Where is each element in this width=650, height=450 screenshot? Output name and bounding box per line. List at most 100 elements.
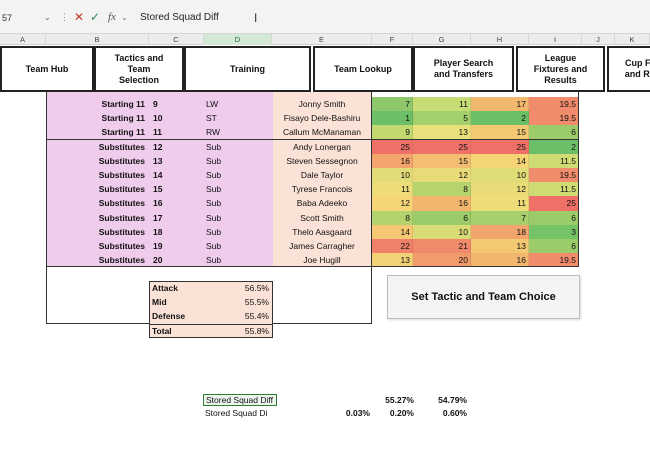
player-name-cell[interactable]: James Carragher bbox=[289, 241, 355, 251]
nav-team-lookup-button[interactable]: Team Lookup bbox=[313, 46, 413, 92]
column-header-g[interactable]: G bbox=[413, 34, 471, 45]
score-cell[interactable]: 16 bbox=[413, 196, 471, 211]
score-cell[interactable]: 25 bbox=[529, 196, 579, 211]
score-cell[interactable]: 9 bbox=[372, 125, 413, 140]
column-header-j[interactable]: J bbox=[582, 34, 615, 45]
enter-icon[interactable]: ✓ bbox=[90, 10, 101, 24]
player-name-cell[interactable]: Jonny Smith bbox=[298, 99, 346, 109]
score-cell[interactable]: 6 bbox=[529, 210, 579, 225]
player-name-cell[interactable]: Fisayo Dele-Bashiru bbox=[283, 113, 361, 124]
position-cell[interactable]: Sub bbox=[206, 198, 222, 209]
role-cell[interactable]: Substitutes bbox=[98, 184, 145, 195]
score-cell[interactable]: 1 bbox=[372, 111, 413, 126]
name-box-dropdown-icon[interactable]: ⌄ bbox=[44, 13, 51, 22]
score-cell[interactable]: 6 bbox=[529, 125, 579, 140]
column-header-a[interactable]: A bbox=[0, 34, 46, 45]
nav-league-fixtures-button[interactable]: League Fixtures and Results bbox=[516, 46, 605, 92]
player-name-cell[interactable]: Andy Lonergan bbox=[293, 141, 351, 152]
score-cell[interactable]: 8 bbox=[372, 210, 413, 225]
role-cell[interactable]: Substitutes bbox=[98, 155, 145, 166]
role-cell[interactable]: Starting 11 bbox=[101, 127, 145, 138]
score-cell[interactable]: 13 bbox=[413, 125, 471, 140]
score-cell[interactable]: 10 bbox=[413, 224, 471, 239]
score-cell[interactable]: 12 bbox=[471, 182, 529, 197]
shirt-number-cell[interactable]: 18 bbox=[153, 226, 163, 237]
score-cell[interactable]: 19.5 bbox=[529, 111, 579, 126]
column-header-k[interactable]: K bbox=[615, 34, 650, 45]
score-cell[interactable]: 12 bbox=[372, 196, 413, 211]
position-cell[interactable]: RW bbox=[206, 127, 221, 138]
player-name-cell[interactable]: Dale Taylor bbox=[300, 170, 344, 180]
set-tactic-button[interactable]: Set Tactic and Team Choice bbox=[387, 275, 580, 319]
column-header-d[interactable]: D bbox=[204, 34, 272, 45]
position-cell[interactable]: Sub bbox=[206, 170, 222, 180]
shirt-number-cell[interactable]: 19 bbox=[153, 241, 163, 251]
score-cell[interactable]: 20 bbox=[413, 253, 471, 268]
score-cell[interactable]: 22 bbox=[372, 239, 413, 254]
score-cell[interactable]: 25 bbox=[471, 139, 529, 154]
position-cell[interactable]: LW bbox=[206, 99, 219, 109]
column-header-e[interactable]: E bbox=[272, 34, 372, 45]
score-cell[interactable]: 13 bbox=[372, 253, 413, 268]
score-cell[interactable]: 3 bbox=[529, 224, 579, 239]
score-cell[interactable]: 11.5 bbox=[529, 153, 579, 168]
shirt-number-cell[interactable]: 20 bbox=[153, 255, 163, 266]
stored-di-e[interactable]: 0.03% bbox=[345, 408, 370, 418]
column-header-h[interactable]: H bbox=[471, 34, 529, 45]
shirt-number-cell[interactable]: 16 bbox=[153, 198, 163, 209]
score-cell[interactable]: 19.5 bbox=[529, 168, 579, 183]
score-cell[interactable]: 7 bbox=[471, 210, 529, 225]
score-cell[interactable]: 2 bbox=[529, 139, 579, 154]
score-cell[interactable]: 10 bbox=[471, 168, 529, 183]
score-cell[interactable]: 6 bbox=[413, 210, 471, 225]
role-cell[interactable]: Substitutes bbox=[98, 255, 145, 266]
score-cell[interactable]: 12 bbox=[413, 168, 471, 183]
stored-di-f[interactable]: 0.20% bbox=[389, 408, 414, 418]
column-header-i[interactable]: I bbox=[529, 34, 582, 45]
role-cell[interactable]: Substitutes bbox=[98, 141, 145, 152]
score-cell[interactable]: 14 bbox=[471, 153, 529, 168]
score-cell[interactable]: 13 bbox=[471, 239, 529, 254]
expand-formula-icon[interactable]: ⌄ bbox=[121, 13, 128, 22]
nav-training-button[interactable]: Training bbox=[184, 46, 311, 92]
shirt-number-cell[interactable]: 9 bbox=[153, 99, 158, 109]
score-cell[interactable]: 5 bbox=[413, 111, 471, 126]
player-name-cell[interactable]: Steven Sessegnon bbox=[286, 155, 358, 166]
score-cell[interactable]: 16 bbox=[471, 253, 529, 268]
score-cell[interactable]: 15 bbox=[413, 153, 471, 168]
name-box[interactable]: 57 bbox=[2, 13, 13, 23]
player-name-cell[interactable]: Thelo Aasgaard bbox=[292, 226, 352, 237]
role-cell[interactable]: Substitutes bbox=[98, 226, 145, 237]
role-cell[interactable]: Substitutes bbox=[98, 170, 145, 180]
role-cell[interactable]: Starting 11 bbox=[101, 99, 145, 109]
shirt-number-cell[interactable]: 12 bbox=[153, 141, 163, 152]
player-name-cell[interactable]: Joe Hugill bbox=[303, 255, 341, 266]
player-name-cell[interactable]: Tyrese Francois bbox=[291, 184, 353, 195]
nav-cup-button[interactable]: Cup F... and R... bbox=[607, 46, 650, 92]
shirt-number-cell[interactable]: 17 bbox=[153, 212, 163, 223]
score-cell[interactable]: 11 bbox=[413, 97, 471, 112]
score-cell[interactable]: 7 bbox=[372, 97, 413, 112]
score-cell[interactable]: 16 bbox=[372, 153, 413, 168]
score-cell[interactable]: 19.5 bbox=[529, 97, 579, 112]
score-cell[interactable]: 18 bbox=[471, 224, 529, 239]
position-cell[interactable]: Sub bbox=[206, 255, 222, 266]
stored-squad-di-cell[interactable]: Stored Squad Di bbox=[205, 408, 268, 418]
stored-diff-g[interactable]: 54.79% bbox=[438, 395, 467, 405]
score-cell[interactable]: 10 bbox=[372, 168, 413, 183]
score-cell[interactable]: 2 bbox=[471, 111, 529, 126]
score-cell[interactable]: 11 bbox=[372, 182, 413, 197]
position-cell[interactable]: Sub bbox=[206, 241, 222, 251]
shirt-number-cell[interactable]: 11 bbox=[153, 127, 162, 138]
score-cell[interactable]: 17 bbox=[471, 97, 529, 112]
score-cell[interactable]: 21 bbox=[413, 239, 471, 254]
score-cell[interactable]: 25 bbox=[372, 139, 413, 154]
score-cell[interactable]: 11 bbox=[471, 196, 529, 211]
nav-team-hub-button[interactable]: Team Hub bbox=[0, 46, 94, 92]
column-header-c[interactable]: C bbox=[149, 34, 204, 45]
position-cell[interactable]: Sub bbox=[206, 226, 222, 237]
nav-player-search-button[interactable]: Player Search and Transfers bbox=[413, 46, 514, 92]
shirt-number-cell[interactable]: 13 bbox=[153, 155, 163, 166]
score-cell[interactable]: 6 bbox=[529, 239, 579, 254]
score-cell[interactable]: 15 bbox=[471, 125, 529, 140]
